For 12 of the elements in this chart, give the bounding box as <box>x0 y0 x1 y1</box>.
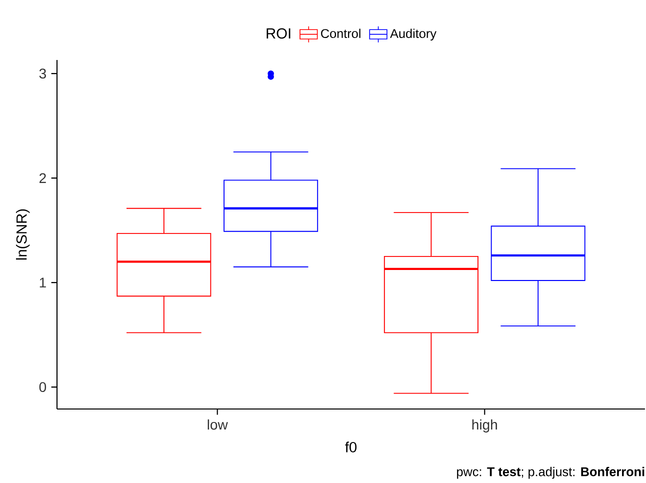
y-tick-label: 0 <box>39 382 46 392</box>
y-axis-title: ln(SNR) <box>16 209 30 260</box>
x-axis-title: f0 <box>345 442 357 452</box>
y-tick-label: 1 <box>40 278 46 288</box>
x-tick-label: low <box>208 419 228 430</box>
y-tick-label: 2 <box>40 173 46 183</box>
y-tick-label: 3 <box>39 68 46 79</box>
legend-label: Control <box>321 28 360 38</box>
text: pwc: T test; p.adjust: Bonferroni <box>457 466 644 479</box>
legend-title: ROI <box>266 28 290 39</box>
legend-label: Auditory <box>390 28 436 41</box>
x-tick-label: high <box>472 419 497 432</box>
